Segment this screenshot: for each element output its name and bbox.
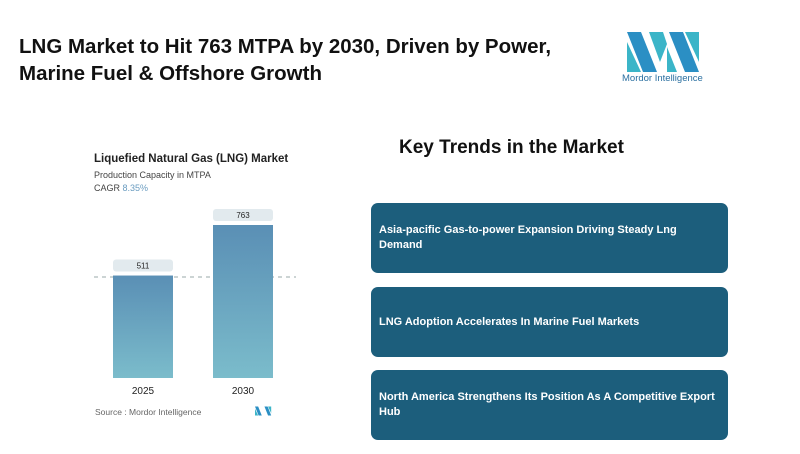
data-label-bg — [113, 259, 173, 272]
x-tick-label: 2025 — [132, 386, 155, 397]
data-label: 511 — [137, 262, 150, 271]
cagr: CAGR 8.35% — [94, 183, 148, 193]
source-logo-icon — [255, 406, 272, 416]
chart-subtitle: Production Capacity in MTPA — [94, 170, 211, 180]
data-label: 763 — [236, 211, 250, 220]
mordor-logo-icon — [627, 32, 699, 72]
logo-text: Mordor Intelligence — [622, 73, 703, 84]
trend-card: North America Strengthens Its Position A… — [371, 370, 728, 440]
chart-source: Source : Mordor Intelligence — [95, 407, 202, 417]
key-trends-title: Key Trends in the Market — [399, 137, 624, 158]
trend-text: Asia-pacific Gas-to-power Expansion Driv… — [379, 224, 677, 251]
data-label-bg — [213, 209, 273, 221]
chart-title: Liquefied Natural Gas (LNG) Market — [94, 153, 289, 165]
bar-2025 — [113, 275, 173, 378]
trend-text: LNG Adoption Accelerates In Marine Fuel … — [379, 315, 640, 328]
trend-text: North America Strengthens Its Position A… — [379, 391, 715, 418]
trend-card: Asia-pacific Gas-to-power Expansion Driv… — [371, 203, 728, 273]
cagr-label: CAGR — [94, 183, 121, 193]
page-title: LNG Market to Hit 763 MTPA by 2030, Driv… — [19, 35, 552, 85]
trend-card: LNG Adoption Accelerates In Marine Fuel … — [371, 287, 728, 357]
bar-2030 — [213, 225, 273, 378]
cagr-value: 8.35% — [122, 183, 149, 193]
x-tick-label: 2030 — [232, 386, 255, 397]
